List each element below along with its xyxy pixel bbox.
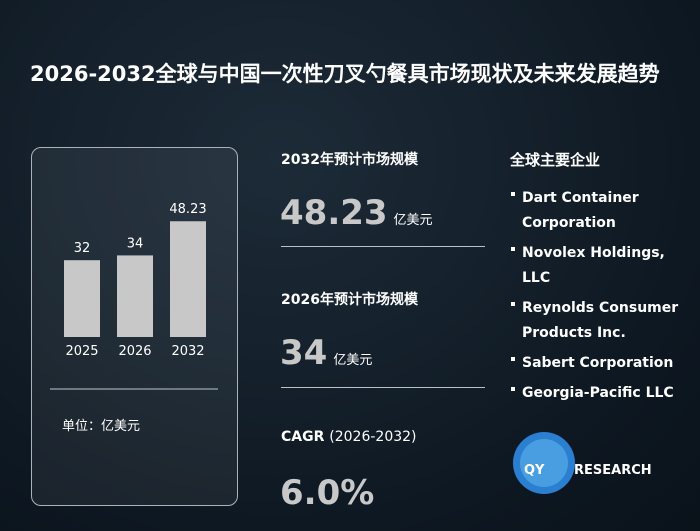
stat-number: 48.23 — [280, 193, 388, 233]
stat-label: 2032年预计市场规模 — [281, 152, 418, 168]
stat-label-rest: (2026-2032) — [329, 429, 417, 445]
data-label: 48.23 — [169, 202, 206, 217]
page-title: 2026-2032全球与中国一次性刀叉勺餐具市场现状及未来发展趋势 — [30, 62, 660, 86]
x-tick-label: 2032 — [171, 344, 204, 359]
company: Reynolds Consumer Products Inc. — [510, 296, 680, 346]
data-label: 34 — [127, 236, 144, 251]
logo-text: RESEARCH — [574, 463, 652, 478]
stat-value: 34 亿美元 — [280, 333, 372, 373]
company: Dart Container Corporation — [510, 186, 680, 236]
stat-value: 6.0% — [280, 473, 375, 513]
companies-title: 全球主要企业 — [510, 151, 601, 169]
company: Novolex Holdings, LLC — [510, 241, 680, 291]
stat-unit: 亿美元 — [333, 353, 373, 368]
company: Sabert Corporation — [510, 351, 680, 376]
stat-value: 48.23 亿美元 — [280, 193, 433, 233]
x-tick-label: 2026 — [118, 344, 151, 359]
separator — [281, 387, 485, 388]
logo-mark: QY — [524, 463, 545, 478]
stat-unit: 亿美元 — [393, 213, 433, 228]
bar — [64, 260, 100, 337]
company-list: Dart Container Corporation Novolex Holdin… — [510, 186, 680, 411]
unit-label: 单位：亿美元 — [62, 419, 140, 434]
logo-globe-inner — [520, 439, 568, 487]
x-tick-label: 2025 — [65, 344, 98, 359]
data-label: 32 — [74, 241, 91, 256]
stat-label: 2026年预计市场规模 — [281, 292, 418, 308]
logo: QY RESEARCH — [513, 432, 652, 494]
bar — [170, 221, 206, 337]
stat-number: 34 — [280, 333, 328, 373]
bar — [117, 255, 153, 337]
separator — [281, 246, 485, 247]
company: Georgia-Pacific LLC — [510, 381, 680, 406]
stat-label: CAGR (2026-2032) — [281, 429, 417, 445]
stat-label-bold: CAGR — [281, 429, 325, 445]
